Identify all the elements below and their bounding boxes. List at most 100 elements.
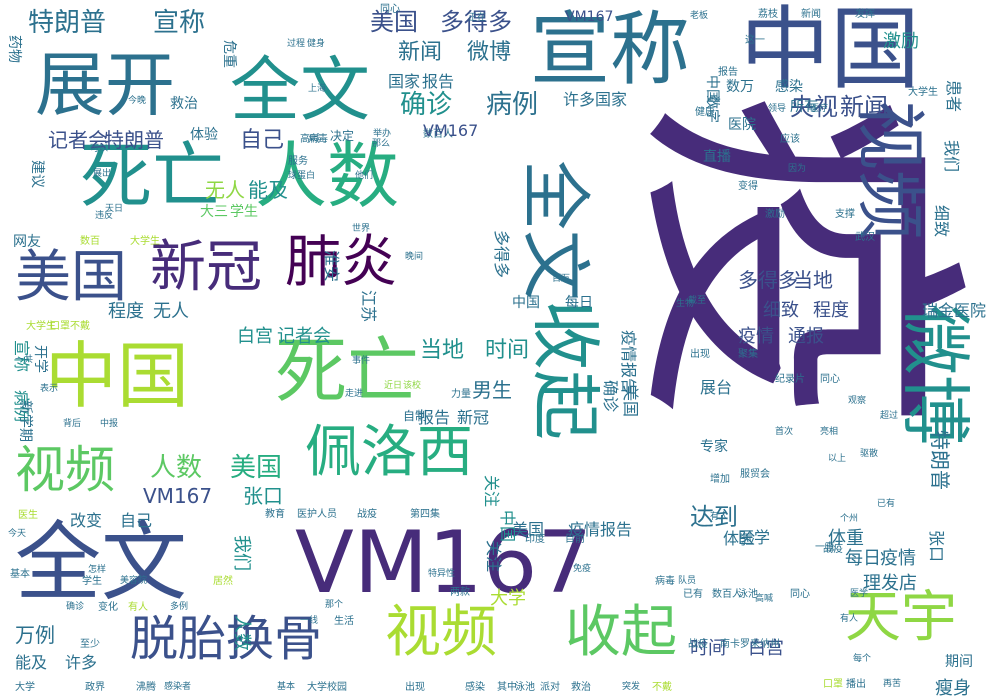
cloud-word: 收起 (524, 300, 606, 440)
cloud-word: 新冠 (150, 235, 262, 300)
cloud-word: 居然 (213, 576, 233, 587)
cloud-word: 举办 (373, 129, 392, 139)
cloud-word: 自制 (403, 409, 428, 423)
cloud-word: 美国 (621, 385, 640, 418)
cloud-word: 体验 (723, 529, 756, 548)
cloud-word: 疫情 (738, 326, 774, 347)
cloud-word: 不戴 (652, 682, 672, 693)
cloud-word: 白宫 (748, 638, 784, 659)
cloud-word: 网友 (13, 234, 41, 250)
cloud-word: 多例 (170, 602, 189, 612)
cloud-word: 我们 (942, 140, 961, 173)
cloud-word: 大学生 (908, 87, 938, 98)
cloud-word: 展台 (700, 378, 733, 397)
cloud-word: 目前 (565, 534, 585, 545)
cloud-word: 出现 (690, 349, 710, 360)
cloud-word: 至少 (80, 639, 100, 650)
cloud-word: 关注 (484, 540, 503, 573)
cloud-word: 有人 (840, 614, 859, 624)
cloud-word: 张口 (927, 530, 946, 563)
cloud-word: 当地 (420, 338, 465, 363)
cloud-word: 天日 (105, 204, 124, 214)
cloud-word: 疫情 (880, 548, 916, 569)
cloud-word: 怎样 (88, 565, 107, 575)
cloud-word: 感染 (775, 79, 803, 95)
cloud-word: 病毒 (655, 576, 675, 587)
cloud-word: 今天 (8, 529, 27, 539)
cloud-word: 球蛋白 (288, 171, 316, 181)
cloud-word: 大学 (490, 588, 526, 609)
cloud-word: 美国 (512, 520, 545, 539)
cloud-word: 近日 (384, 381, 403, 391)
cloud-word: 医疗 (810, 104, 829, 114)
cloud-word: 展出 (93, 169, 112, 179)
cloud-word: 老板 (690, 11, 709, 21)
cloud-word: 感染 (465, 682, 485, 693)
cloud-word: 每个 (853, 654, 872, 664)
cloud-word: 已有 (683, 589, 703, 600)
cloud-word: 新学期 (17, 400, 33, 442)
cloud-word: 再苦 (883, 679, 902, 689)
cloud-word: 脱胎换骨 (130, 611, 323, 667)
cloud-word: 体验 (190, 127, 218, 143)
cloud-word: 激励 (765, 209, 785, 220)
cloud-word: 中国 (740, 0, 920, 102)
cloud-word: 纪录片 (775, 374, 805, 385)
cloud-word: 全文 (15, 513, 187, 613)
cloud-word: 其中 (497, 682, 517, 693)
cloud-word: 报告 (718, 67, 738, 78)
cloud-word: 达到 (690, 503, 738, 531)
cloud-word: 期间 (945, 654, 973, 670)
cloud-word: 有人 (128, 602, 148, 613)
cloud-word: 走进 (345, 389, 364, 399)
cloud-word: 建议 (29, 160, 45, 188)
cloud-word: 表示 (40, 384, 59, 394)
cloud-word: 美国 (15, 245, 127, 310)
cloud-word: 医院 (728, 117, 756, 133)
cloud-word: 专家 (700, 439, 728, 455)
cloud-word: 大学校园 (307, 682, 347, 693)
cloud-word: 过程 (287, 39, 306, 49)
cloud-word: 报告 (422, 72, 455, 91)
cloud-word: 国家 (595, 90, 628, 109)
cloud-word: 今晚 (128, 96, 147, 106)
cloud-word: 美国 (370, 8, 418, 36)
cloud-word: 感染者 (164, 682, 192, 692)
cloud-word: 危重 (221, 40, 237, 68)
cloud-word: 淮安 (322, 250, 341, 283)
cloud-word: 生活 (334, 616, 354, 627)
cloud-word: 基本 (277, 682, 296, 692)
cloud-word: 沸腾 (136, 682, 156, 693)
cloud-word: 发挥 (855, 9, 875, 20)
cloud-word: 力量 (451, 389, 471, 400)
cloud-word: 泳池 (738, 589, 758, 600)
cloud-word: 背后 (63, 419, 82, 429)
cloud-word: 佩洛西 (305, 420, 473, 485)
cloud-word: 特朗普 (104, 128, 164, 152)
cloud-word: 美国 (230, 453, 283, 483)
cloud-word: 战疫 (357, 509, 377, 520)
cloud-word: 增加 (710, 474, 730, 485)
cloud-word: VM167 (565, 9, 614, 25)
cloud-word: 大三 (200, 204, 228, 220)
cloud-word: 每日 (565, 295, 593, 311)
cloud-word: 确诊 (400, 90, 453, 120)
cloud-word: 数万 (726, 79, 754, 95)
cloud-word: 所有 (790, 99, 818, 115)
cloud-word: 中国 (45, 334, 190, 418)
cloud-word: 时间 (690, 638, 726, 659)
cloud-word: 能及 (248, 178, 288, 202)
cloud-word: 一直 (815, 542, 835, 553)
cloud-word: 记者会 (277, 326, 331, 347)
cloud-word: 视频 (849, 100, 931, 240)
cloud-word: 播出 (846, 679, 866, 690)
cloud-word: 那么 (372, 139, 391, 149)
cloud-word: 该校 (403, 381, 422, 391)
cloud-word: 体重 (828, 528, 864, 549)
cloud-word: 无人 (153, 301, 189, 322)
cloud-word: 两款 (450, 587, 470, 598)
cloud-word: 口罩 (823, 679, 843, 690)
cloud-word: 病毒 (308, 134, 328, 145)
cloud-word: 武汉 (855, 232, 875, 243)
cloud-word: 视频 (15, 441, 115, 499)
